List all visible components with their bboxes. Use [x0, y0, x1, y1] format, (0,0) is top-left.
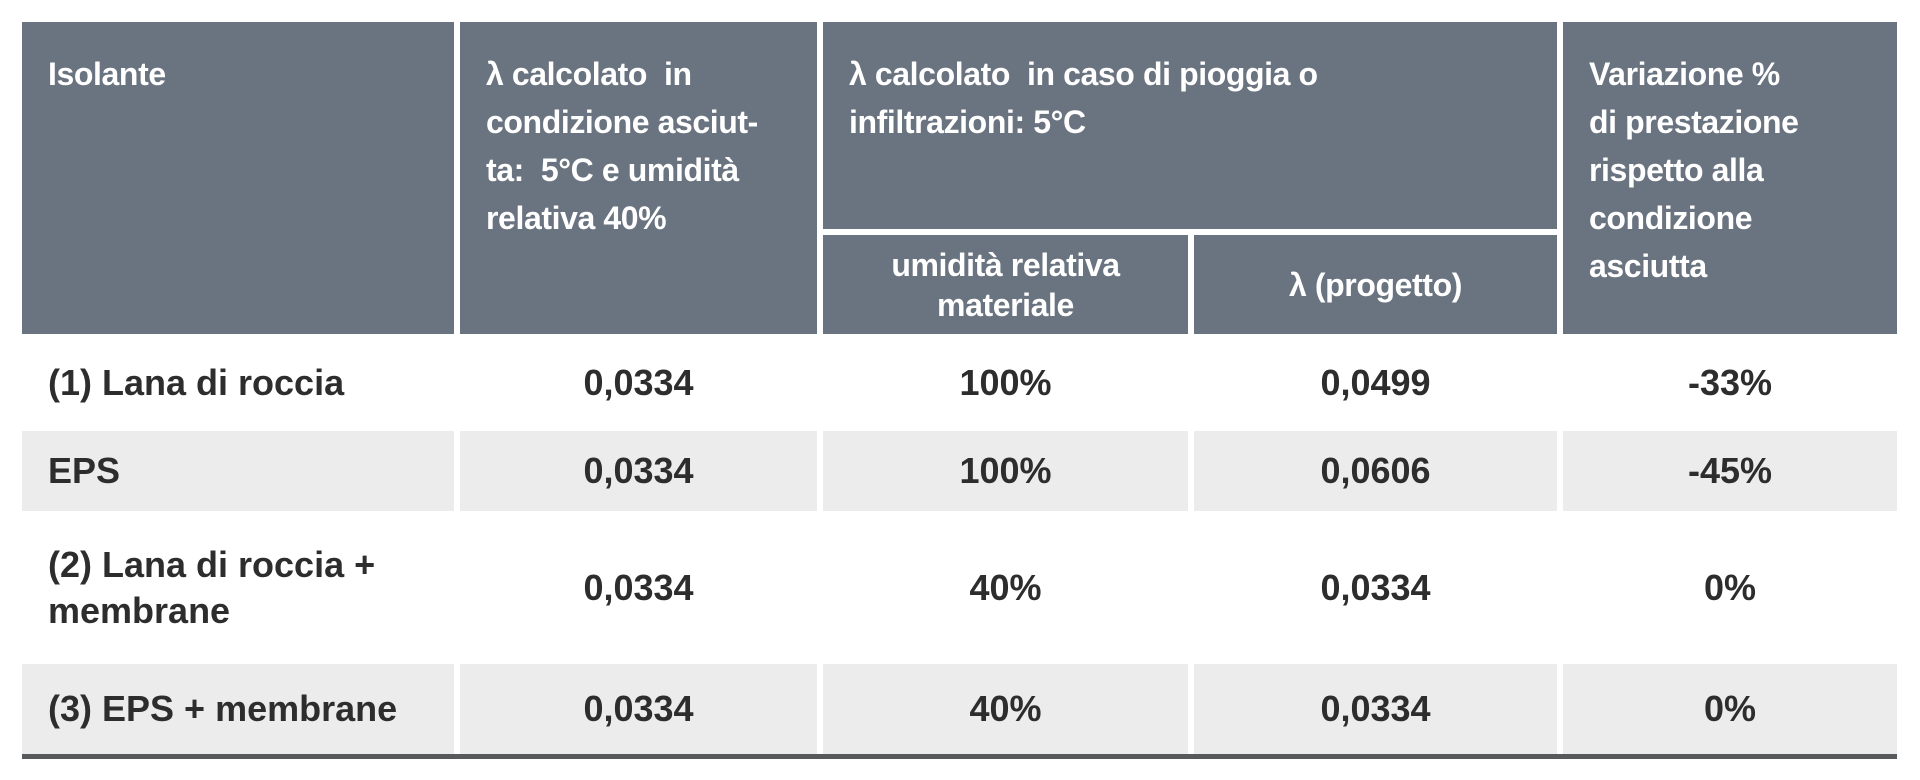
row-1-variation-value: -33%: [1563, 340, 1897, 425]
row-4-lambda-dry-value: 0,0334: [460, 664, 817, 754]
header-cell-variation: Variazione % di prestazione rispetto all…: [1563, 22, 1897, 334]
row-3-humidity-value: 40%: [823, 517, 1188, 658]
row-1-lambda-design-value: 0,0499: [1194, 340, 1557, 425]
row-2-lambda-design-value: 0,0606: [1194, 431, 1557, 511]
subheader-cell-lambda-design: λ (progetto): [1194, 235, 1557, 334]
row-1-lambda-dry-value: 0,0334: [460, 340, 817, 425]
row-4-insulation-label: (3) EPS + membrane: [22, 664, 454, 754]
row-3-variation-value: 0%: [1563, 517, 1897, 658]
header-cell-isolante: Isolante: [22, 22, 454, 334]
row-2-lambda-dry-value: 0,0334: [460, 431, 817, 511]
row-3-lambda-dry-value: 0,0334: [460, 517, 817, 658]
row-2-humidity-value: 100%: [823, 431, 1188, 511]
row-3-insulation-label: (2) Lana di roccia + membrane: [22, 517, 454, 658]
row-2-insulation-label: EPS: [22, 431, 454, 511]
row-4-variation-value: 0%: [1563, 664, 1897, 754]
table-grid: Isolante λ calcolato in condizione asciu…: [22, 22, 1897, 759]
row-3-lambda-design-value: 0,0334: [1194, 517, 1557, 658]
insulation-comparison-table: Isolante λ calcolato in condizione asciu…: [22, 22, 1897, 759]
row-1-humidity-value: 100%: [823, 340, 1188, 425]
subheader-cell-humidity: umidità relativa materiale: [823, 235, 1188, 334]
header-cell-lambda-dry: λ calcolato in condizione asciut- ta: 5°…: [460, 22, 817, 334]
row-2-variation-value: -45%: [1563, 431, 1897, 511]
header-cell-lambda-wet-group: λ calcolato in caso di pioggia o infiltr…: [823, 22, 1557, 229]
row-4-lambda-design-value: 0,0334: [1194, 664, 1557, 754]
row-4-humidity-value: 40%: [823, 664, 1188, 754]
row-1-insulation-label: (1) Lana di roccia: [22, 340, 454, 425]
